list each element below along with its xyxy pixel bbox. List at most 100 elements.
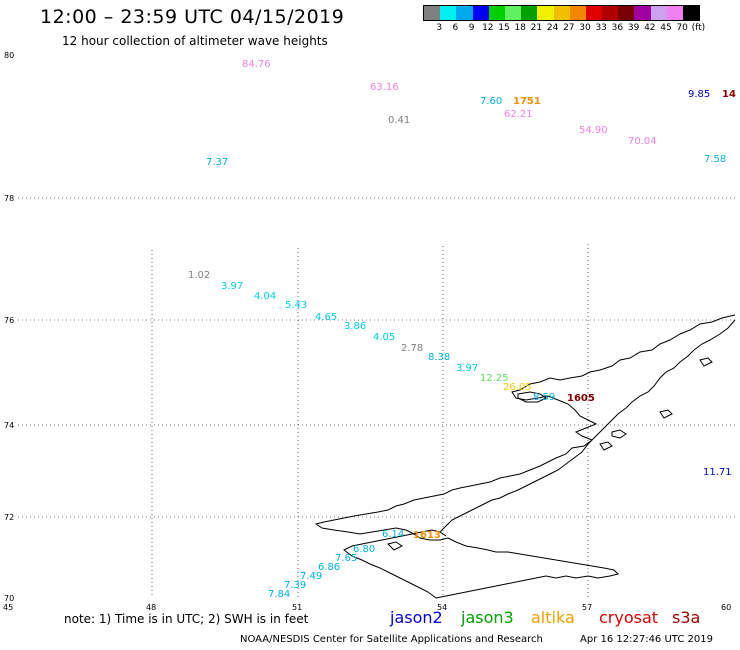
wave-height-label: 7.65 [335,553,357,564]
legend-label: 18 [514,23,526,33]
lon-tick-label: 48 [146,603,156,612]
lat-tick-label: 80 [4,51,14,60]
wave-height-label: 26.05 [503,382,532,393]
color-legend: 3 6 9 12 15 18 21 24 27 30 33 36 39 42 45 70 (ft) [423,5,705,33]
legend-swatch [456,6,473,20]
satellite-cryosat: cryosat [599,608,659,627]
legend-swatch [424,6,441,20]
legend-label: 70 [676,23,688,33]
legend-labels: 3 6 9 12 15 18 21 24 27 30 33 36 39 42 45 70 (ft) [423,23,733,35]
coastline-island-6 [387,541,403,551]
wave-height-label: 1605 [567,393,595,404]
wave-height-label: 7.84 [268,589,290,600]
coastline [314,314,736,599]
wave-height-label: 54.90 [579,125,608,136]
legend-label: 27 [563,23,575,33]
wave-height-label: 1751 [513,96,541,107]
wave-height-label: 4.65 [315,312,337,323]
legend-swatch [440,6,457,20]
satellite-altika: altika [531,608,575,627]
wave-height-label: 0.41 [388,115,410,126]
wave-height-label: 7.37 [206,157,228,168]
wave-height-label: 3.97 [221,281,243,292]
legend-swatch [537,6,554,20]
legend-swatch [666,6,683,20]
page-subtitle: 12 hour collection of altimeter wave hei… [62,34,328,48]
legend-swatch [650,6,667,20]
wave-height-label: 70.04 [628,136,657,147]
wave-height-label: 4.05 [373,332,395,343]
legend-swatch [521,6,538,20]
wave-height-label: 7.39 [284,580,306,591]
wave-height-label: 6.80 [353,544,375,555]
legend-swatch [585,6,603,20]
coastline-island-4 [659,409,673,419]
legend-label: 42 [644,23,656,33]
lon-tick-label: 51 [292,603,302,612]
legend-label: 21 [530,23,543,33]
wave-height-label: 8.38 [428,352,450,363]
lon-tick-label: 60 [721,603,731,612]
wave-height-label: 14 [722,89,736,100]
wave-height-label: 84.76 [242,59,271,70]
lat-tick-label: 72 [4,513,14,522]
wave-height-label: 8.59 [533,392,555,403]
footnote: note: 1) Time is in UTC; 2) SWH is in fe… [64,612,309,626]
wave-height-label: 6.86 [318,562,340,573]
legend-swatch [602,6,619,20]
legend-label: (ft) [691,23,706,33]
legend-swatch [472,6,489,20]
legend-label: 36 [611,23,624,33]
coastline-island-5 [699,357,713,367]
wave-height-label: 7.60 [480,96,502,107]
lon-tick-label: 57 [582,603,592,612]
wave-height-label: 11.71 [703,467,732,478]
coastline-island-1 [517,391,547,403]
legend-label: 30 [579,23,591,33]
wave-height-label: 12.25 [480,373,509,384]
wave-height-label: 2.78 [401,343,423,354]
wave-height-label: 6.14 [382,529,404,540]
legend-swatch [683,6,700,20]
legend-swatch [488,6,505,20]
lon-tick-label: 45 [3,603,13,612]
legend-label: 6 [452,23,459,33]
wave-height-label: 9.85 [688,89,710,100]
legend-label: 24 [546,23,559,33]
satellite-jason3: jason3 [461,608,514,627]
lat-tick-label: 70 [4,594,14,603]
coastline-island-2 [611,429,627,439]
wave-height-label: 7.58 [704,154,726,165]
generated-timestamp: Apr 16 12:27:46 UTC 2019 [580,634,713,645]
legend-swatch [618,6,635,20]
coastline-island-3 [599,441,613,451]
wave-height-label: 62.21 [504,109,533,120]
wave-height-label: 5.43 [285,300,307,311]
legend-label: 33 [595,23,607,33]
legend-label: 3 [436,23,443,33]
wave-height-label: 63.16 [370,82,399,93]
legend-swatch [553,6,570,20]
coastline-north-island [314,314,736,541]
observation-labels: 84.76 63.16 7.60 1751 9.85 14 62.21 0.41 54.90 70… [188,59,736,600]
page-title: 12:00 – 23:59 UTC 04/15/2019 [40,6,345,28]
satellite-jason2: jason2 [390,608,443,627]
wave-height-label: 3.86 [344,321,366,332]
legend-swatch [504,6,522,20]
wave-height-label: 1613 [413,530,441,541]
legend-label: 12 [482,23,494,33]
credit-line: NOAA/NESDIS Center for Satellite Applica… [240,634,543,645]
legend-swatches [423,5,701,21]
lat-tick-label: 76 [4,316,14,325]
legend-label: 39 [627,23,640,33]
satellite-s3a: s3a [672,608,701,627]
legend-label: 45 [660,23,672,33]
legend-swatch [634,6,651,20]
legend-label: 15 [498,23,510,33]
coastline-south-island [343,529,619,599]
legend-swatch [569,6,586,20]
wave-height-label: 3.97 [456,363,478,374]
lat-tick-label: 78 [4,194,14,203]
